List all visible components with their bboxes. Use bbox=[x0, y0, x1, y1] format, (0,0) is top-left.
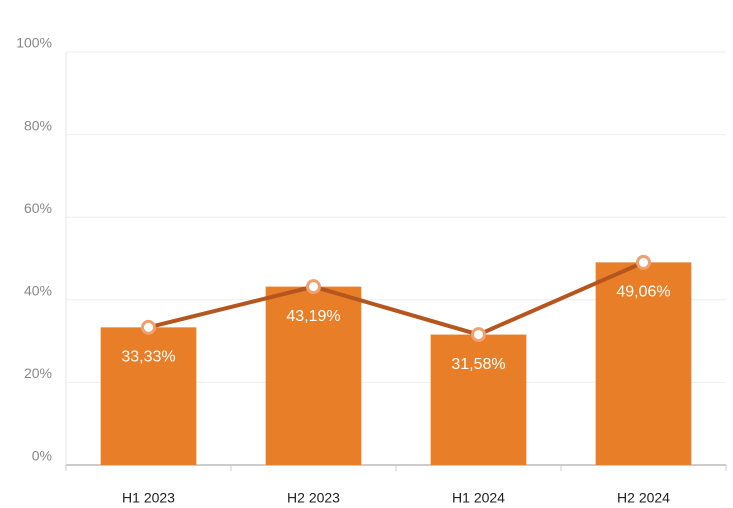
x-tick-label: H2 2023 bbox=[287, 490, 340, 506]
y-tick-label: 0% bbox=[32, 448, 52, 464]
y-tick-label: 100% bbox=[16, 35, 52, 51]
line-marker bbox=[141, 319, 156, 335]
line-marker bbox=[636, 254, 651, 270]
x-tick-label: H2 2024 bbox=[617, 490, 670, 506]
line-marker bbox=[306, 279, 321, 295]
data-label: 49,06% bbox=[616, 284, 670, 301]
bar bbox=[265, 286, 362, 465]
data-label: 43,19% bbox=[286, 308, 340, 325]
line bbox=[148, 260, 645, 337]
y-tick-label: 80% bbox=[24, 117, 52, 133]
x-tick-label: H1 2023 bbox=[122, 490, 175, 506]
bar bbox=[430, 334, 527, 465]
y-tick-label: 40% bbox=[24, 283, 52, 299]
bar bbox=[595, 262, 692, 465]
y-tick-label: 20% bbox=[24, 365, 52, 381]
data-label: 31,58% bbox=[451, 356, 505, 373]
y-tick-label: 60% bbox=[24, 200, 52, 216]
x-tick-label: H1 2024 bbox=[452, 490, 505, 506]
line-marker bbox=[471, 327, 486, 343]
bar bbox=[100, 327, 197, 465]
data-label: 33,33% bbox=[121, 349, 175, 366]
